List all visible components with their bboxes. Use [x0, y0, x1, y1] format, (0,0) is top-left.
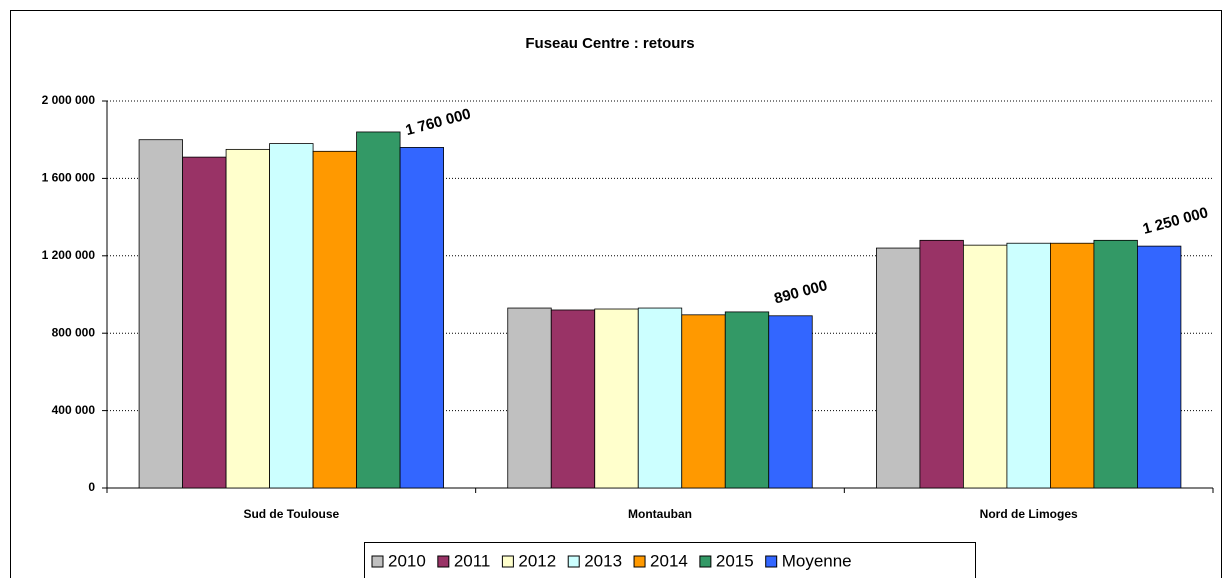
bar — [963, 244, 1008, 489]
legend-swatch — [765, 555, 778, 568]
bar — [399, 147, 444, 489]
bar — [356, 131, 401, 489]
bar — [876, 247, 921, 489]
y-tick-label: 1 600 000 — [42, 171, 96, 185]
legend-label: 2013 — [584, 551, 622, 570]
bar — [594, 308, 639, 489]
bar — [269, 143, 314, 489]
bar — [1137, 245, 1182, 489]
bar — [768, 315, 813, 489]
legend-label: Moyenne — [782, 551, 852, 570]
x-tick-label: Nord de Limoges — [980, 507, 1078, 521]
chart-title: Fuseau Centre : retours — [525, 35, 694, 52]
bar — [507, 307, 552, 489]
legend — [364, 542, 976, 578]
y-tick-label: 400 000 — [52, 403, 96, 417]
legend-swatch — [501, 555, 514, 568]
x-tick-label: Montauban — [628, 507, 692, 521]
legend-swatch — [633, 555, 646, 568]
bar — [637, 307, 683, 489]
y-tick-label: 800 000 — [52, 325, 96, 339]
bar — [138, 139, 183, 489]
bar — [550, 309, 596, 489]
legend-label: 2011 — [454, 551, 491, 570]
bar — [1006, 242, 1051, 489]
legend-swatch — [437, 555, 450, 568]
legend-label: 2015 — [716, 551, 754, 570]
bar — [182, 156, 227, 489]
bar — [724, 311, 770, 489]
bar — [1093, 239, 1138, 489]
legend-swatch — [371, 555, 384, 568]
y-tick-label: 0 — [88, 480, 95, 494]
bar — [919, 239, 964, 489]
bar — [1050, 242, 1095, 489]
legend-label: 2014 — [650, 551, 688, 570]
bar — [681, 314, 726, 489]
legend-label: 2010 — [388, 551, 426, 570]
y-tick-label: 2 000 000 — [42, 93, 96, 107]
legend-swatch — [567, 555, 580, 568]
legend-label: 2012 — [518, 551, 556, 570]
bar — [225, 148, 270, 489]
y-tick-label: 1 200 000 — [42, 248, 96, 262]
x-tick-label: Sud de Toulouse — [243, 507, 339, 521]
bar — [312, 150, 357, 489]
legend-swatch — [699, 555, 712, 568]
